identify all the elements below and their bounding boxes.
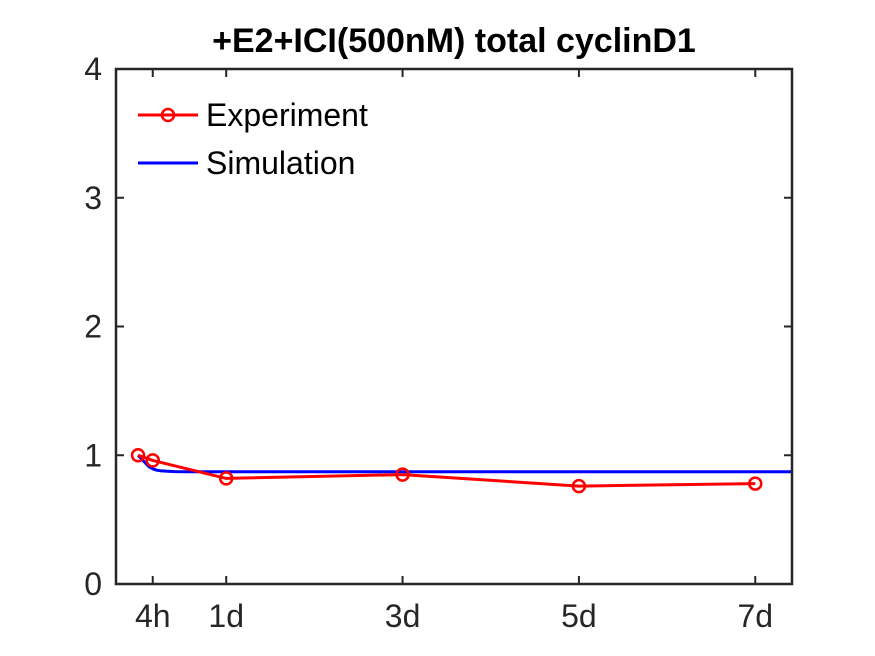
experiment-point: [145, 453, 160, 468]
experiment-point: [218, 471, 234, 486]
chart-title: +E2+ICI(500nM) total cyclinD1: [212, 22, 696, 60]
x-tick-label: 7d: [737, 598, 773, 634]
ticks-layer: 4h 1d 3d 5d 7d 0 1 2 3 4: [84, 51, 792, 634]
y-tick-label: 1: [84, 437, 102, 473]
x-tick-label: 3d: [385, 598, 421, 634]
experiment-point: [748, 476, 763, 491]
experiment-point: [130, 448, 146, 463]
legend: Experiment Simulation: [138, 97, 368, 181]
y-tick-label: 3: [84, 180, 102, 216]
legend-label-simulation: Simulation: [206, 145, 355, 181]
x-tick-label: 1d: [208, 598, 244, 634]
plot-area: [116, 69, 792, 584]
experiment-point: [395, 467, 410, 482]
legend-marker-experiment: [160, 107, 176, 123]
y-tick-label: 4: [84, 51, 102, 87]
x-tick-label: 4h: [135, 598, 171, 634]
x-tick-label: 5d: [561, 598, 597, 634]
experiment-series-line: [137, 453, 756, 488]
experiment-point: [571, 478, 587, 494]
legend-label-experiment: Experiment: [206, 97, 368, 133]
y-tick-label: 0: [84, 566, 102, 602]
y-tick-label: 2: [84, 309, 102, 345]
series-layer: [130, 448, 792, 494]
